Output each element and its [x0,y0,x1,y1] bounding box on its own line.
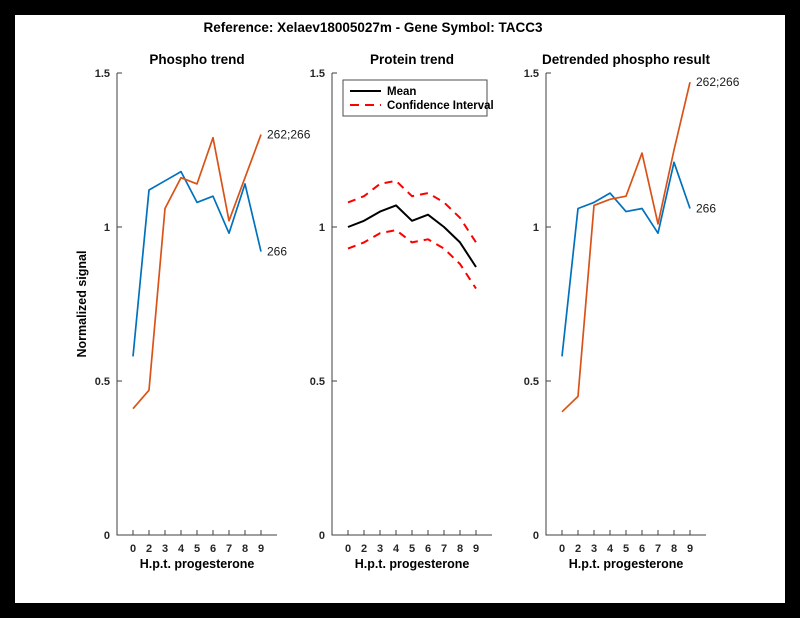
x-tick-label: 6 [639,543,645,555]
x-tick-label: 6 [210,543,216,555]
figure-title: Reference: Xelaev18005027m - Gene Symbol… [204,20,543,35]
x-tick-label: 9 [687,543,693,555]
y-tick-label: 0 [319,530,325,542]
y-tick-label: 1.5 [310,68,325,80]
series-line-confidence-interval-lower [347,229,477,290]
x-tick-label: 7 [441,543,447,555]
series-line-266 [132,170,262,357]
x-tick-label: 9 [258,543,264,555]
x-tick-label: 3 [377,543,383,555]
x-tick-label: 5 [623,543,629,555]
series-line-262-266 [132,134,262,410]
x-tick-label: 0 [345,543,351,555]
x-tick-label: 7 [226,543,232,555]
series-end-label: 266 [267,245,287,259]
y-tick-label: 0 [533,530,539,542]
series-line-262-266 [561,82,691,413]
x-tick-label: 4 [607,543,614,555]
legend-mean-label: Mean [387,86,416,98]
x-tick-label: 6 [425,543,431,555]
legend-box [342,79,488,117]
y-tick-label: 1 [319,222,325,234]
x-tick-label: 2 [575,543,581,555]
x-tick-label: 8 [242,543,248,555]
series-line-266 [561,161,691,357]
subplot3-title: Detrended phospho result [542,52,711,67]
legend-confidence-interval-label: Confidence Interval [387,100,494,112]
y-tick-label: 1.5 [95,68,110,80]
x-tick-label: 8 [671,543,677,555]
x-tick-label: 7 [655,543,661,555]
subplot1-title: Phospho trend [149,52,244,67]
subplot2-x-axis-label: H.p.t. progesterone [355,557,470,571]
x-tick-label: 2 [361,543,367,555]
x-tick-label: 5 [409,543,415,555]
subplot-2: 00.511.50 2 3 4 5 6 7 8 9 [310,68,492,555]
x-tick-label: 3 [162,543,168,555]
subplot1-x-axis-label: H.p.t. progesterone [140,557,255,571]
y-tick-label: 0.5 [310,376,325,388]
y-tick-label: 0 [104,530,110,542]
y-tick-label: 0.5 [95,376,110,388]
x-tick-label: 0 [559,543,565,555]
y-tick-label: 1.5 [524,68,539,80]
x-tick-label: 5 [194,543,200,555]
x-tick-label: 3 [591,543,597,555]
x-tick-label: 8 [457,543,463,555]
x-tick-label: 4 [178,543,185,555]
y-tick-label: 0.5 [524,376,539,388]
y-axis-label: Normalized signal [75,251,89,358]
x-tick-label: 4 [393,543,400,555]
subplot2-title: Protein trend [370,52,454,67]
legend: Mean Confidence Interval [342,79,494,117]
series-end-label: 266 [696,202,716,216]
x-tick-label: 2 [146,543,152,555]
x-tick-label: 0 [130,543,136,555]
subplot3-x-axis-label: H.p.t. progesterone [569,557,684,571]
y-tick-label: 1 [533,222,539,234]
series-line-mean [347,204,477,268]
series-end-label: 262;266 [267,128,311,142]
y-tick-label: 1 [104,222,110,234]
x-tick-label: 9 [473,543,479,555]
series-end-label: 262;266 [696,75,740,89]
series-line-confidence-interval-upper [347,179,477,243]
